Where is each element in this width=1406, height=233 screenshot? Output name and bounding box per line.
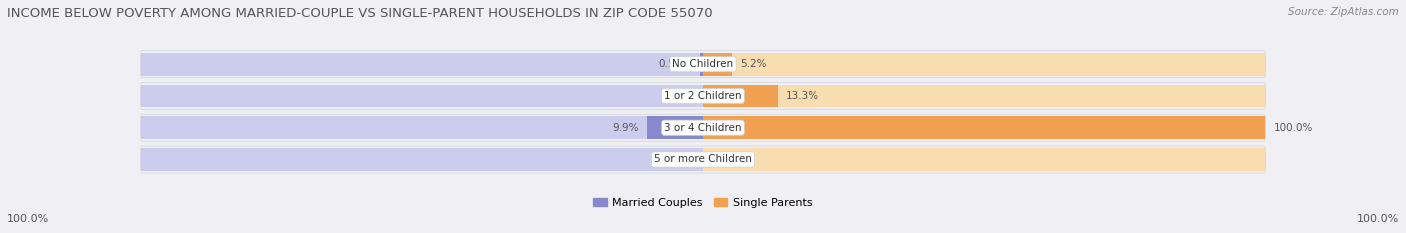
FancyBboxPatch shape xyxy=(141,82,1265,110)
Text: 0.0%: 0.0% xyxy=(714,154,741,164)
Text: Source: ZipAtlas.com: Source: ZipAtlas.com xyxy=(1288,7,1399,17)
Bar xyxy=(703,148,1265,171)
Text: INCOME BELOW POVERTY AMONG MARRIED-COUPLE VS SINGLE-PARENT HOUSEHOLDS IN ZIP COD: INCOME BELOW POVERTY AMONG MARRIED-COUPL… xyxy=(7,7,713,20)
Text: 0.0%: 0.0% xyxy=(665,154,692,164)
Text: 100.0%: 100.0% xyxy=(1357,214,1399,224)
Text: 5.2%: 5.2% xyxy=(741,59,768,69)
FancyBboxPatch shape xyxy=(141,114,1265,141)
Bar xyxy=(703,85,778,107)
Text: 100.0%: 100.0% xyxy=(1274,123,1313,133)
Bar xyxy=(703,53,733,76)
Text: 3 or 4 Children: 3 or 4 Children xyxy=(664,123,742,133)
Bar xyxy=(703,116,1265,139)
Bar xyxy=(141,116,703,139)
Bar xyxy=(703,85,1265,107)
Text: 100.0%: 100.0% xyxy=(7,214,49,224)
Text: 0.58%: 0.58% xyxy=(659,59,692,69)
FancyBboxPatch shape xyxy=(141,146,1265,173)
Text: 0.0%: 0.0% xyxy=(665,91,692,101)
Bar xyxy=(141,148,703,171)
Text: 5 or more Children: 5 or more Children xyxy=(654,154,752,164)
Bar xyxy=(700,53,703,76)
Text: 13.3%: 13.3% xyxy=(786,91,820,101)
Text: No Children: No Children xyxy=(672,59,734,69)
Bar xyxy=(647,116,703,139)
Bar xyxy=(703,53,1265,76)
FancyBboxPatch shape xyxy=(141,51,1265,78)
Legend: Married Couples, Single Parents: Married Couples, Single Parents xyxy=(589,193,817,212)
Bar xyxy=(141,85,703,107)
Bar xyxy=(141,53,703,76)
Text: 9.9%: 9.9% xyxy=(613,123,638,133)
Text: 1 or 2 Children: 1 or 2 Children xyxy=(664,91,742,101)
Bar xyxy=(703,116,1265,139)
